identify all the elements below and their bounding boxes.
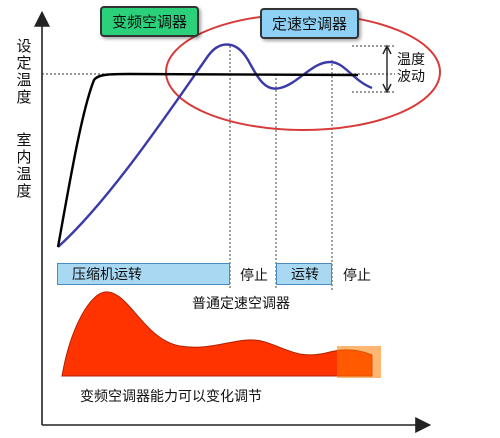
fluctuation-label: 温度波动 bbox=[397, 52, 425, 85]
running-bar: 运转 bbox=[276, 263, 332, 285]
y-label-setpoint: 设定温度 bbox=[16, 37, 32, 106]
capacity-area bbox=[61, 291, 373, 377]
capacity-caption: 变频空调器能力可以变化调节 bbox=[80, 389, 262, 405]
fluctuation-arrow-top bbox=[382, 44, 392, 55]
fluctuation-arrow-bottom bbox=[382, 83, 392, 94]
fixed-speed-bubble: 定速空调器 bbox=[260, 8, 360, 39]
stop-label-1: 停止 bbox=[240, 268, 268, 284]
inverter-bubble: 变频空调器 bbox=[100, 6, 200, 37]
stop-label-2: 停止 bbox=[343, 268, 371, 284]
capacity-highlight bbox=[337, 346, 381, 378]
inverter-curve bbox=[56, 72, 359, 248]
y-label-room-temp: 室内温度 bbox=[16, 131, 32, 200]
fixed-speed-caption: 普通定速空调器 bbox=[192, 296, 290, 312]
fixed-speed-curve bbox=[57, 43, 373, 248]
compressor-running-bar: 压缩机运转 bbox=[57, 263, 230, 285]
